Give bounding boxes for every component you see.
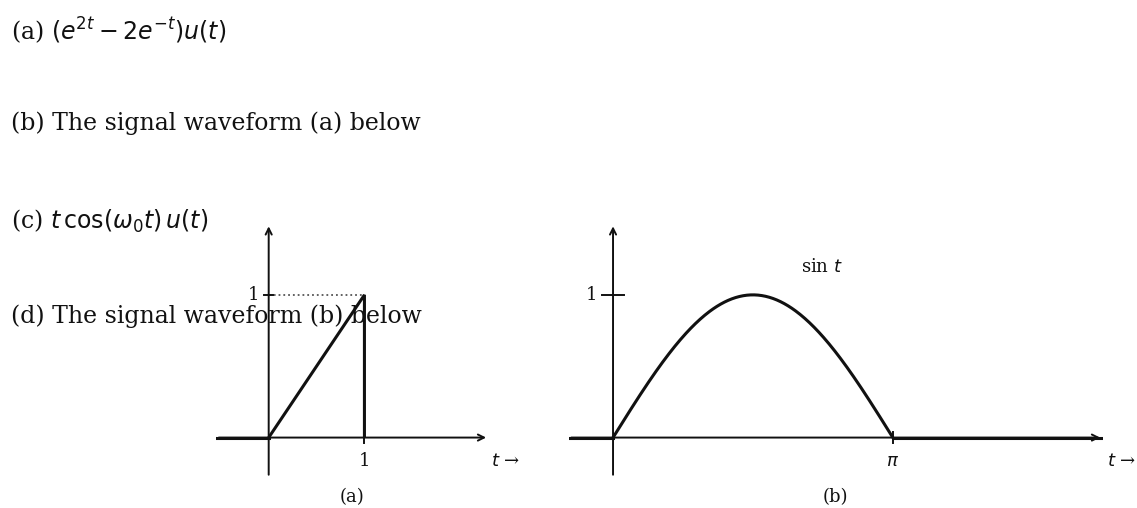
Text: $t$ →: $t$ → xyxy=(491,452,520,470)
Text: (b) The signal waveform (a) below: (b) The signal waveform (a) below xyxy=(11,112,421,135)
Text: $t$ →: $t$ → xyxy=(1107,452,1137,470)
Text: (c) $t\,\cos(\omega_0 t)\,u(t)$: (c) $t\,\cos(\omega_0 t)\,u(t)$ xyxy=(11,208,208,236)
Text: (a) $(e^{2t} - 2e^{-t})u(t)$: (a) $(e^{2t} - 2e^{-t})u(t)$ xyxy=(11,15,226,46)
Text: $\pi$: $\pi$ xyxy=(887,452,899,470)
Text: 1: 1 xyxy=(586,286,597,304)
Text: 1: 1 xyxy=(358,452,371,470)
Text: (b): (b) xyxy=(823,488,848,505)
Text: (d) The signal waveform (b) below: (d) The signal waveform (b) below xyxy=(11,305,422,328)
Text: sin $t$: sin $t$ xyxy=(800,258,843,276)
Text: (a): (a) xyxy=(340,488,365,505)
Text: 1: 1 xyxy=(248,286,259,304)
